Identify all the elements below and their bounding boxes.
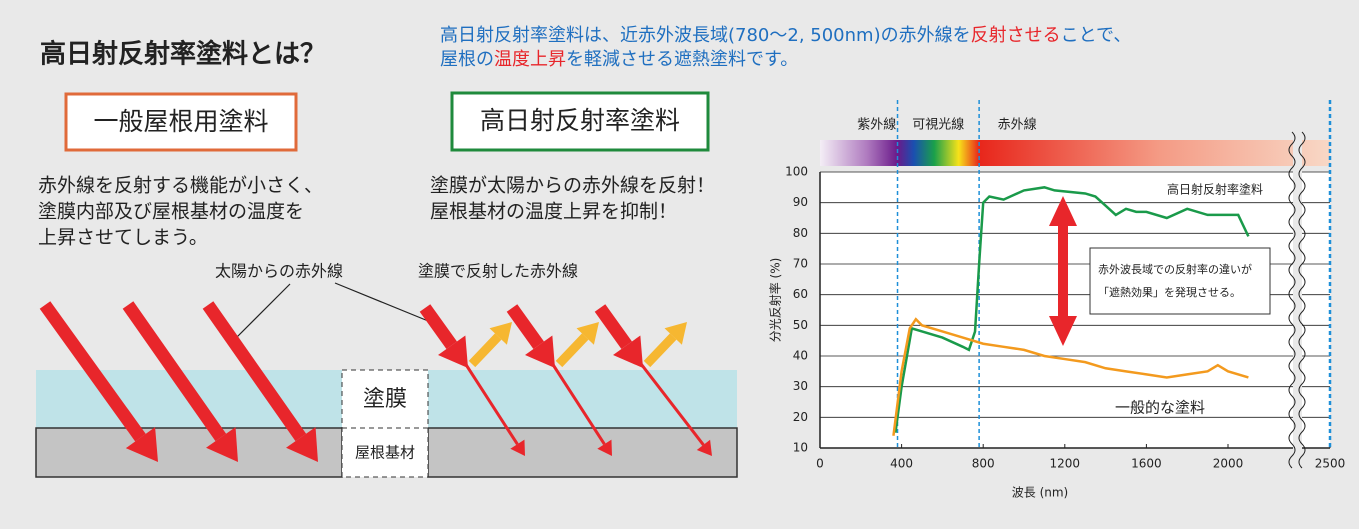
arrow-shaft	[555, 333, 589, 368]
arrow-shaft	[636, 359, 705, 446]
axis-break-line	[1288, 131, 1296, 469]
description-segment: 高日射反射率塗料は、近赤外波長域(780〜2, 500nm)の赤外線を	[440, 24, 971, 46]
description: 高日射反射率塗料は、近赤外波長域(780〜2, 500nm)の赤外線を反射させる…	[440, 24, 1131, 46]
y-tick-label: 30	[793, 379, 808, 393]
arrow-head	[613, 335, 643, 368]
arrow-head	[576, 322, 599, 345]
panel-title: 高日射反射率塗料	[480, 106, 680, 135]
x-axis-label: 波長 (nm)	[1012, 486, 1068, 500]
description-segment: 反射させる	[971, 25, 1061, 46]
description: 屋根の温度上昇を軽減させる遮熱塗料です。	[440, 48, 798, 70]
description-segment: 屋根の	[440, 49, 494, 70]
arrow-shaft	[461, 359, 519, 446]
description-segment: 温度上昇	[494, 49, 566, 70]
panel-text: 上昇させてしまう。	[38, 227, 208, 249]
coating-layer	[428, 370, 737, 428]
y-tick-label: 50	[793, 318, 808, 332]
diagram-label: 太陽からの赤外線	[215, 262, 343, 281]
panel-text: 塗膜が太陽からの赤外線を反射！	[430, 174, 715, 197]
x-tick-label: 1600	[1131, 457, 1162, 471]
arrows	[39, 301, 712, 462]
panel-title-box	[64, 92, 298, 152]
arrow-head	[597, 439, 612, 456]
description-segment: を軽減させる遮熱塗料です。	[566, 48, 798, 70]
series-label: 一般的な塗料	[1115, 399, 1205, 417]
diagram-label: 塗膜で反射した赤外線	[418, 262, 578, 281]
arrow-shaft	[202, 301, 307, 442]
x-tick-label: 800	[972, 457, 995, 471]
arrow-shaft	[122, 301, 227, 442]
y-tick-label: 100	[785, 165, 808, 179]
y-tick-label: 60	[793, 287, 808, 301]
y-tick-label: 70	[793, 257, 808, 271]
panel-title: 一般屋根用塗料	[93, 107, 268, 136]
y-tick-label: 20	[793, 410, 808, 424]
series-label: 高日射反射率塗料	[1167, 182, 1263, 197]
x-tick-label: 2500	[1315, 457, 1346, 471]
arrow-shaft	[643, 333, 677, 368]
arrow-head	[510, 439, 525, 456]
x-tick-label: 0	[816, 457, 824, 471]
description-segment: ことで、	[1061, 25, 1132, 46]
arrow-head	[206, 427, 238, 462]
legend-box	[341, 369, 429, 478]
y-axis-label: 分光反射率 (%)	[768, 258, 783, 343]
y-tick-label: 90	[793, 195, 808, 209]
spectrum-bar	[820, 140, 1330, 166]
panel-text: 塗膜内部及び屋根基材の温度を	[38, 200, 304, 223]
band-label: 可視光線	[912, 117, 964, 133]
arrow-head	[525, 335, 555, 368]
arrow-head	[286, 427, 318, 462]
series-line	[894, 186, 1250, 433]
y-tick-label: 40	[793, 349, 808, 363]
title: 高日射反射率塗料とは？	[40, 39, 326, 70]
arrow-shaft	[506, 304, 544, 350]
x-tick-label: 2000	[1213, 457, 1244, 471]
arrow-head	[438, 335, 468, 368]
pointer-line	[231, 283, 291, 343]
band-label: 赤外線	[998, 117, 1037, 133]
arrow-head	[664, 322, 687, 345]
arrow-shaft	[419, 304, 457, 350]
arrow-shaft	[468, 333, 502, 368]
pointer-line	[334, 282, 439, 326]
x-tick-label: 400	[890, 457, 913, 471]
roof-base	[427, 427, 738, 478]
y-tick-label: 10	[793, 441, 808, 455]
difference-arrow	[1049, 196, 1077, 346]
axis-break-line	[1298, 131, 1306, 469]
series-line	[892, 317, 1249, 436]
arrow-shaft	[594, 304, 632, 350]
y-tick-label: 80	[793, 226, 808, 240]
roof-base	[35, 427, 343, 478]
axis-break	[1293, 132, 1302, 464]
arrow-head	[125, 427, 158, 462]
layer-label: 屋根基材	[355, 444, 415, 462]
panel-title-box	[450, 91, 710, 152]
arrow-head	[696, 439, 712, 456]
chart: 紫外線 可視光線 赤外線 10 20 30 40 50 60 70 80 90 100 0 400 800 12…	[768, 100, 1346, 500]
annotation: 「遮熱効果」を発現させる。	[1098, 285, 1241, 299]
annotation-box	[1089, 247, 1271, 315]
arrow-shaft	[548, 359, 606, 446]
panel-text: 赤外線を反射する機能が小さく、	[38, 175, 323, 197]
arrow-head	[489, 322, 512, 345]
x-tick-label: 1200	[1050, 457, 1081, 471]
band-label: 紫外線	[857, 117, 896, 133]
panel-text: 屋根基材の温度上昇を抑制！	[430, 201, 677, 223]
layer-label: 塗膜	[363, 387, 407, 412]
arrow-shaft	[39, 301, 146, 442]
annotation: 赤外波長域での反射率の違いが	[1098, 262, 1252, 276]
